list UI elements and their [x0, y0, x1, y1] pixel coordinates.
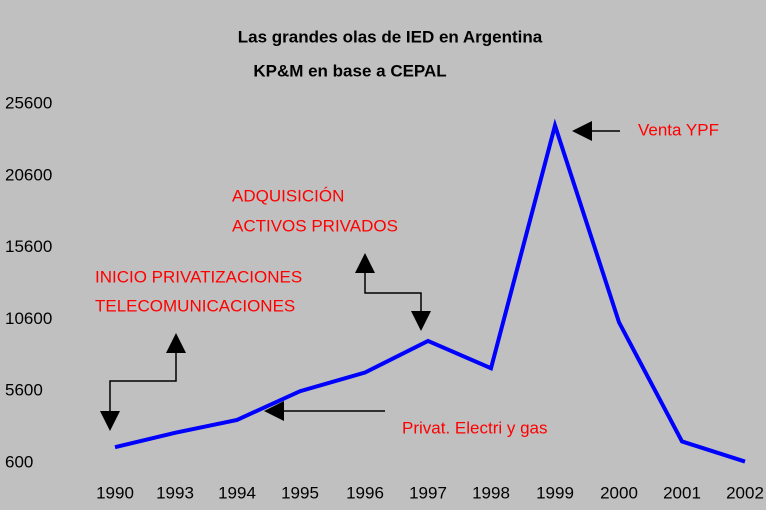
annotation: TELECOMUNICACIONES	[95, 296, 295, 315]
x-tick-label: 1998	[472, 483, 510, 502]
y-tick-label: 5600	[5, 381, 43, 400]
arrows	[109, 130, 620, 414]
x-tick-label: 2000	[600, 483, 638, 502]
y-tick-label: 25600	[5, 93, 52, 112]
x-tick-label: 1994	[218, 483, 256, 502]
annotation: Venta YPF	[638, 120, 719, 139]
x-tick-label: 1993	[156, 483, 194, 502]
chart-title: Las grandes olas de IED en Argentina	[238, 27, 543, 46]
annotation: ADQUISICIÓN	[232, 186, 344, 205]
y-tick-label: 10600	[5, 309, 52, 328]
arrowhead	[572, 121, 592, 141]
x-tick-label: 2001	[663, 483, 701, 502]
arrowhead	[100, 411, 120, 431]
y-tick-label: 600	[5, 452, 33, 471]
y-tick-label: 15600	[5, 237, 52, 256]
y-tick-label: 20600	[5, 165, 52, 184]
annotation: INICIO PRIVATIZACIONES	[95, 267, 302, 286]
x-tick-label: 1996	[346, 483, 384, 502]
arrowhead	[355, 253, 375, 273]
data-line	[114, 118, 746, 464]
annotation: ACTIVOS PRIVADOS	[232, 216, 398, 235]
x-tick-label: 1995	[281, 483, 319, 502]
arrow-line	[109, 350, 177, 414]
arrowhead	[411, 311, 431, 331]
arrowhead	[166, 333, 186, 353]
x-tick-label: 1997	[409, 483, 447, 502]
x-tick-label: 2002	[726, 483, 764, 502]
arrowhead	[264, 401, 284, 421]
annotation: Privat. Electri y gas	[402, 418, 548, 437]
arrowheads	[100, 121, 592, 431]
x-tick-label: 1999	[536, 483, 574, 502]
chart-subtitle: KP&M en base a CEPAL	[253, 61, 446, 80]
arrow-line	[364, 270, 422, 314]
x-tick-label: 1990	[96, 483, 134, 502]
